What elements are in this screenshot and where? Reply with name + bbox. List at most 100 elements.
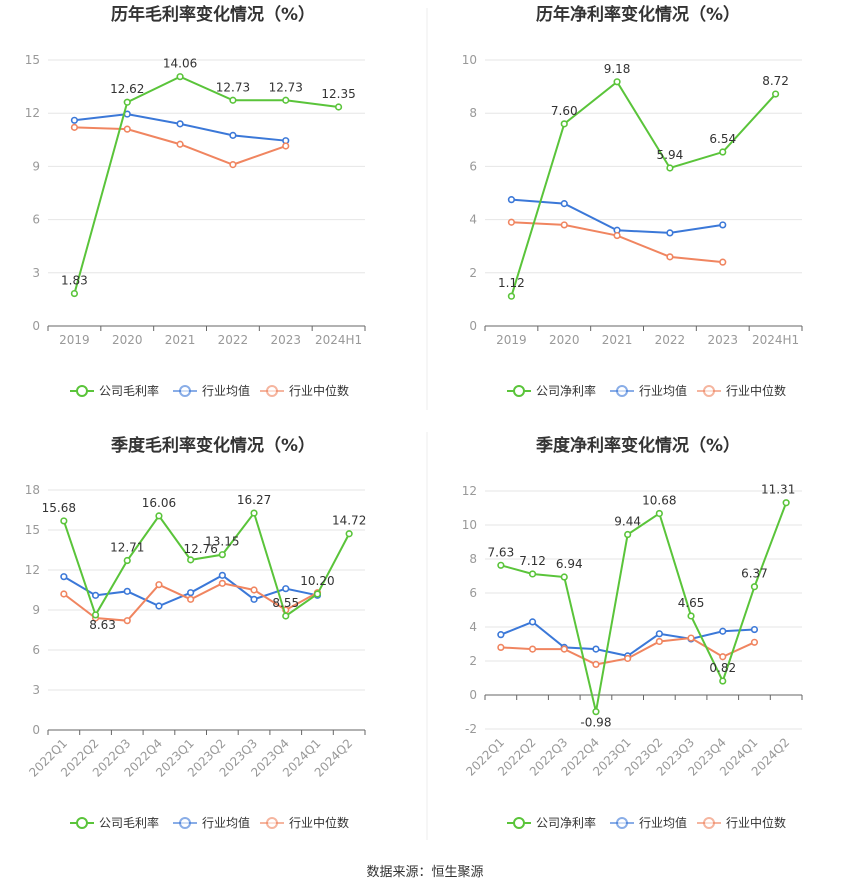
y-tick-label: 0 [32,723,40,737]
data-point-company [229,96,237,104]
data-point-industry-median [666,253,674,261]
y-tick-label: 0 [469,319,477,333]
x-tick-label: 2019 [496,333,527,347]
legend-marker-company [76,385,88,397]
x-tick-label: 2023 [270,333,301,347]
y-tick-label: 15 [25,53,40,67]
data-point-company [719,148,727,156]
data-point-industry-median [719,653,727,661]
y-tick-label: 10 [462,53,477,67]
data-label: 9.18 [604,62,631,76]
data-point-company [592,708,600,716]
data-point-company [719,677,727,685]
chart-title: 季度毛利率变化情况（%） [111,435,315,456]
data-point-industry-median [560,645,568,653]
data-point-industry-median [187,595,195,603]
data-point-company [613,78,621,86]
data-point-company [91,611,100,619]
y-tick-label: 9 [32,159,40,173]
y-tick-label: 18 [25,483,40,497]
y-tick-label: 12 [462,484,477,498]
y-tick-label: 6 [32,213,40,227]
data-point-industry-avg [60,573,68,581]
data-point-industry-avg [560,200,568,208]
data-label: 10.20 [300,574,334,588]
data-point-company [560,120,568,128]
y-tick-label: 8 [469,106,477,120]
data-point-company [282,96,290,104]
y-tick-label: 6 [469,586,477,600]
y-tick-label: 4 [469,213,477,227]
data-point-industry-median [250,586,258,594]
legend-marker-median [266,817,278,829]
data-point-company [655,509,663,518]
data-point-industry-avg [507,196,516,204]
y-tick-label: 3 [32,266,40,280]
data-point-industry-avg [229,131,237,139]
data-label: 5.94 [657,148,684,162]
y-tick-label: 3 [32,683,40,697]
data-point-industry-median [719,258,727,266]
data-label: 6.37 [741,567,768,581]
data-label: 8.63 [89,618,116,632]
data-label: 12.62 [110,82,144,96]
series-line-company [62,510,351,618]
data-point-industry-median [123,125,131,133]
data-point-industry-avg [750,625,759,634]
data-point-industry-median [155,581,163,589]
data-point-company [70,289,79,298]
data-point-company [155,512,163,520]
data-label: 0.82 [709,661,736,675]
data-label: 14.72 [332,514,366,528]
data-point-company [60,517,68,525]
data-point-industry-median [282,142,290,150]
legend-marker-avg [616,385,628,397]
y-tick-label: 2 [469,654,477,668]
x-tick-label: 2021 [602,333,633,347]
data-label: 16.06 [142,496,176,510]
annual-gross-margin-chart: 历年毛利率变化情况（%） 0 3 6 9 12 15 2019 2020 2021 2022 2023… [25,4,366,398]
data-label: 4.65 [678,596,705,610]
data-point-company [123,556,131,565]
data-point-industry-median [218,579,226,587]
legend-label-company: 公司净利率 [536,383,596,398]
legend-marker-median [703,817,715,829]
data-point-industry-median [624,654,632,663]
y-tick-label: 8 [469,552,477,566]
data-point-company [345,530,353,538]
data-point-industry-avg [719,627,727,635]
data-point-industry-avg [155,602,163,610]
data-label: 10.68 [642,493,676,507]
data-point-industry-avg [250,595,258,603]
x-tick-label: 2023 [707,333,738,347]
data-point-company [507,292,516,300]
data-label: 16.27 [237,493,271,507]
y-tick-label: 12 [25,106,40,120]
legend-label-company: 公司净利率 [536,815,596,830]
data-point-company [313,590,322,598]
y-tick-label: 0 [32,319,40,333]
data-label: 12.73 [216,80,250,94]
quarterly-net-margin-chart: 季度净利率变化情况（%）-20246810122022Q12022Q22022Q… [462,435,803,830]
data-point-industry-avg [187,589,195,597]
data-point-industry-avg [719,221,727,229]
annual-net-margin-chart: 历年净利率变化情况（%） 0 2 4 6 8 10 2019 2020 2021 2022 2023 2… [462,4,803,398]
data-point-company [687,612,695,620]
data-point-industry-median [750,638,759,646]
x-tick-label: 2022 [655,333,686,347]
data-point-company [497,561,505,569]
data-label: 6.54 [709,132,736,146]
data-point-industry-median [507,218,516,226]
data-label: 8.72 [762,74,789,88]
data-label: -0.98 [580,716,611,730]
data-point-industry-median [655,637,663,646]
x-tick-label: 2020 [549,333,580,347]
data-label: 12.35 [321,87,355,101]
data-point-industry-avg [592,645,600,653]
legend-marker-company [76,817,88,829]
data-label: 15.68 [42,501,76,515]
data-label: 6.94 [556,557,583,571]
y-tick-label: 4 [469,620,477,634]
data-point-industry-median [123,617,131,625]
data-point-industry-median [60,590,68,598]
